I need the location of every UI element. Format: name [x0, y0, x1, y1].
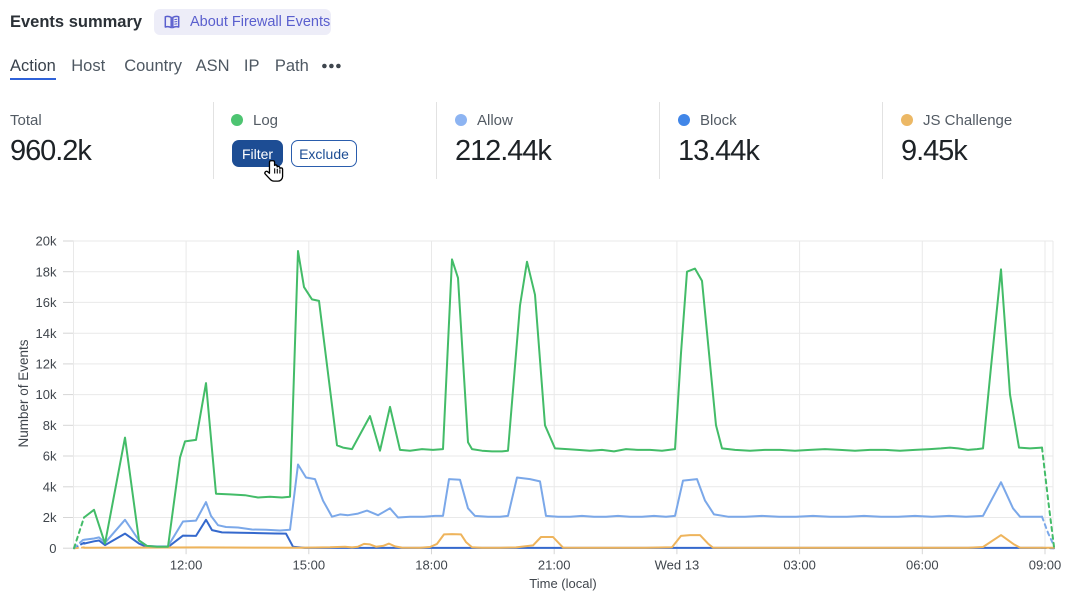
svg-text:10k: 10k	[36, 387, 57, 402]
svg-text:06:00: 06:00	[906, 558, 939, 573]
svg-text:Number of Events: Number of Events	[16, 339, 31, 447]
svg-text:12k: 12k	[36, 357, 57, 372]
svg-text:12:00: 12:00	[170, 558, 203, 573]
svg-text:Time (local): Time (local)	[529, 576, 596, 591]
svg-text:15:00: 15:00	[293, 558, 326, 573]
svg-text:03:00: 03:00	[783, 558, 816, 573]
svg-text:21:00: 21:00	[538, 558, 571, 573]
svg-text:09:00: 09:00	[1029, 558, 1062, 573]
svg-text:Wed 13: Wed 13	[655, 558, 700, 573]
svg-text:18:00: 18:00	[415, 558, 448, 573]
svg-text:0: 0	[49, 541, 56, 556]
svg-text:2k: 2k	[43, 510, 57, 525]
svg-text:18k: 18k	[36, 264, 57, 279]
svg-text:6k: 6k	[43, 449, 57, 464]
svg-text:14k: 14k	[36, 326, 57, 341]
svg-text:4k: 4k	[43, 479, 57, 494]
svg-text:20k: 20k	[36, 234, 57, 249]
svg-text:16k: 16k	[36, 295, 57, 310]
svg-text:8k: 8k	[43, 418, 57, 433]
